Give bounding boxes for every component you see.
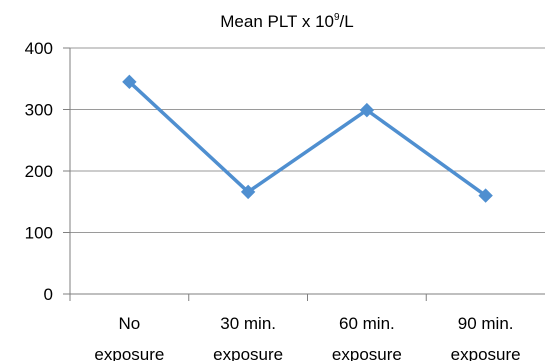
y-tick-label: 400 <box>25 39 53 58</box>
y-tick-label: 0 <box>44 285 53 304</box>
x-tick-labels: No exposure 30 min. exposure 60 min. exposure… <box>94 314 520 361</box>
x-tick-label: exposure <box>332 345 402 361</box>
axes <box>63 47 545 301</box>
x-tick-label: exposure <box>451 345 521 361</box>
data-point-marker <box>122 74 137 90</box>
chart-title-superscript: 9 <box>334 12 340 23</box>
data-point-marker <box>240 184 256 200</box>
x-tick-label: 60 min. <box>339 314 395 333</box>
x-tick-label: exposure <box>94 345 164 361</box>
y-tick-label: 200 <box>25 162 53 181</box>
chart-title-suffix: /L <box>340 12 354 31</box>
chart-title: Mean PLT x 109/L <box>220 12 353 31</box>
series <box>122 74 493 203</box>
data-point-marker <box>478 188 493 203</box>
y-tick-label: 300 <box>25 101 53 120</box>
x-tick-label: exposure <box>213 345 283 361</box>
gridlines <box>70 47 545 233</box>
series-line <box>127 80 488 198</box>
data-point-marker <box>359 102 375 118</box>
x-tick-label: 90 min. <box>458 314 514 333</box>
y-tick-label: 100 <box>25 224 53 243</box>
chart-title-main: Mean PLT x 10 <box>220 12 334 31</box>
y-tick-labels: 0 100 200 300 400 <box>25 39 53 304</box>
x-tick-label: 30 min. <box>220 314 276 333</box>
x-tick-label: No <box>119 314 141 333</box>
